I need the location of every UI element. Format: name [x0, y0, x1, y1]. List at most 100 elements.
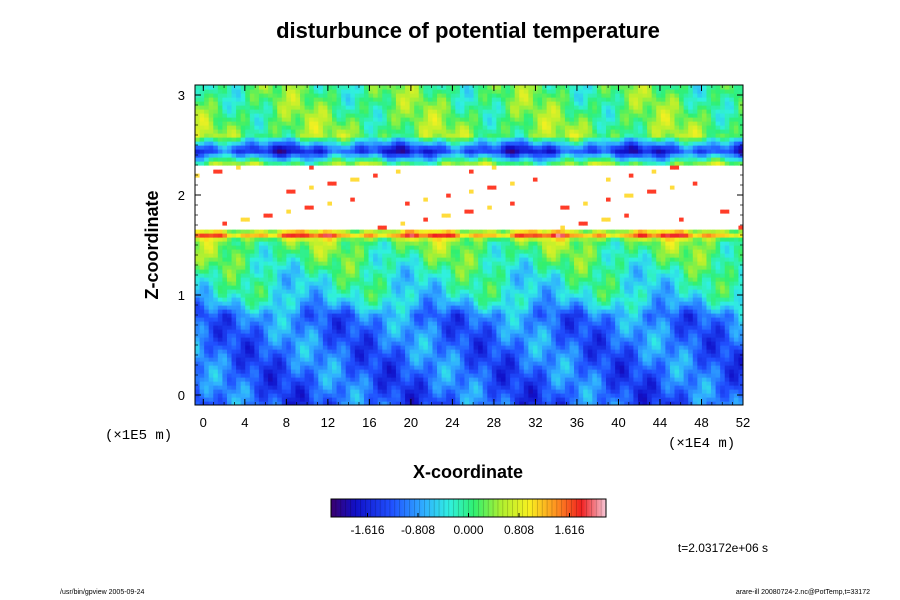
heatmap-cell [633, 281, 639, 286]
heatmap-cell [268, 321, 274, 326]
heatmap-cell [528, 373, 534, 378]
heatmap-cell [473, 337, 479, 342]
heatmap-cell [729, 393, 735, 398]
heatmap-cell [295, 325, 301, 330]
heatmap-cell [482, 305, 488, 310]
heatmap-cell [660, 353, 666, 358]
heatmap-cell [418, 349, 424, 354]
heatmap-cell [633, 373, 639, 378]
heatmap-cell [669, 289, 676, 294]
heatmap-cell [231, 325, 237, 330]
heatmap-cell [446, 393, 452, 398]
heatmap-cell [213, 341, 219, 346]
heatmap-cell [624, 357, 630, 362]
heatmap-cell [569, 281, 575, 286]
heatmap-cell [642, 357, 648, 362]
heatmap-cell [414, 253, 420, 258]
heatmap-cell [578, 393, 584, 398]
heatmap-cell [391, 277, 397, 282]
heatmap-cell [226, 293, 233, 298]
heatmap-cell [610, 249, 616, 254]
heatmap-cell [601, 345, 607, 350]
heatmap-cell [309, 377, 315, 382]
heatmap-cell [651, 245, 657, 250]
heatmap-cell [368, 317, 374, 322]
heatmap-cell [647, 273, 653, 278]
heatmap-cell [236, 337, 242, 342]
heatmap-cell [647, 369, 653, 374]
heatmap-cell [601, 361, 607, 366]
heatmap-cell [423, 393, 429, 398]
heatmap-cell [496, 393, 502, 398]
heatmap-cell [231, 381, 237, 386]
heatmap-cell [532, 317, 539, 322]
heatmap-cell [249, 313, 255, 318]
heatmap-cell [450, 237, 456, 242]
heatmap-cell [277, 345, 283, 350]
heatmap-cell [637, 261, 644, 266]
heatmap-cell [729, 269, 735, 274]
heatmap-cell [336, 333, 342, 338]
heatmap-cell [596, 245, 603, 250]
heatmap-cell [409, 325, 415, 330]
heatmap-cell [341, 305, 347, 310]
heatmap-cell [423, 301, 429, 306]
heatmap-cell [455, 341, 461, 346]
heatmap-cell [537, 365, 543, 370]
heatmap-cell [414, 249, 420, 254]
heatmap-cell [437, 241, 443, 246]
heatmap-cell [373, 349, 379, 354]
heatmap-cell [258, 401, 265, 405]
heatmap-cell [628, 361, 634, 366]
heatmap-cell [551, 373, 557, 378]
heatmap-cell [231, 317, 237, 322]
heatmap-cell [583, 265, 589, 270]
heatmap-cell [395, 289, 402, 294]
heatmap-cell [560, 353, 566, 358]
heatmap-cell [660, 365, 666, 370]
heatmap-cell [313, 269, 319, 274]
heatmap-cell [245, 393, 251, 398]
heatmap-cell [569, 377, 575, 382]
heatmap-cell [400, 373, 406, 378]
heatmap-cell [432, 377, 438, 382]
heatmap-cell [437, 369, 443, 374]
heatmap-cell [478, 241, 484, 246]
heatmap-cell [423, 285, 429, 290]
heatmap-cell [683, 265, 689, 270]
heatmap-cell [236, 269, 242, 274]
heatmap-cell [281, 397, 287, 402]
heatmap-cell [510, 309, 516, 314]
heatmap-cell [204, 257, 210, 262]
heatmap-cell [240, 345, 246, 350]
heatmap-cell [596, 273, 603, 278]
heatmap-cell [226, 385, 233, 390]
heatmap-cell [258, 245, 265, 250]
heatmap-cell [715, 265, 721, 270]
heatmap-cell [464, 357, 470, 362]
heatmap-cell [363, 341, 370, 346]
heatmap-cell [226, 373, 233, 378]
heatmap-cell [272, 365, 278, 370]
heatmap-cell [592, 245, 598, 250]
heatmap-cell [427, 261, 434, 266]
heatmap-cell [341, 261, 347, 266]
heatmap-cell [569, 257, 575, 262]
heatmap-cell [724, 265, 730, 270]
heatmap-cell [368, 261, 374, 266]
heatmap-cell [478, 293, 484, 298]
heatmap-cell [405, 249, 411, 254]
heatmap-cell [551, 325, 557, 330]
heatmap-cell [281, 317, 287, 322]
heatmap-cell [313, 353, 319, 358]
heatmap-cell [313, 277, 319, 282]
heatmap-cell [272, 357, 278, 362]
heatmap-cell [286, 381, 292, 386]
heatmap-cell [400, 321, 406, 326]
heatmap-cell [391, 273, 397, 278]
heatmap-cell [537, 281, 543, 286]
heatmap-cell [281, 241, 287, 246]
heatmap-cell [688, 333, 694, 338]
heatmap-cell [377, 273, 383, 278]
heatmap-cell [505, 381, 511, 386]
